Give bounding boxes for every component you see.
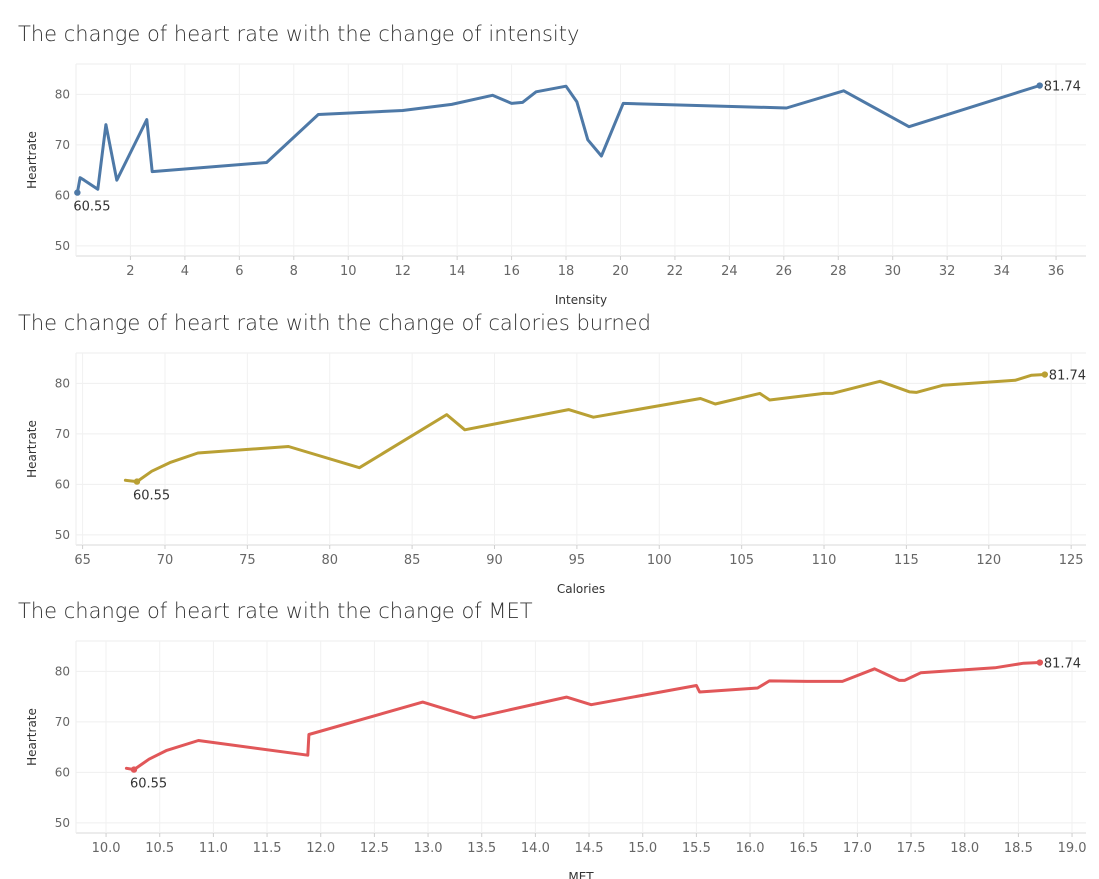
annotation-point [1041,371,1049,378]
x-tick-label: 14.0 [521,841,550,856]
x-tick-label: 14 [449,264,466,279]
x-tick-label: 12 [394,264,411,279]
x-tick-label: 120 [976,553,1001,568]
x-tick-label: 17.0 [843,841,872,856]
x-tick-label: 11.5 [253,841,282,856]
chart-intensity: The change of heart rate with the change… [0,22,1099,307]
y-tick-label: 80 [55,376,70,390]
y-tick-label: 70 [55,138,70,152]
x-tick-label: 100 [647,553,672,568]
x-tick-label: 16.5 [789,841,818,856]
y-tick-label: 50 [55,816,70,830]
x-tick-label: 18.5 [1004,841,1033,856]
series-line [75,84,1042,195]
x-tick-label: 105 [729,553,754,568]
y-tick-label: 50 [55,239,70,253]
chart-title: The change of heart rate with the change… [18,22,580,46]
y-tick-label: 50 [55,528,70,542]
chart-met: The change of heart rate with the change… [0,599,1099,879]
chart-calories: The change of heart rate with the change… [0,311,1099,596]
x-tick-label: 12.5 [360,841,389,856]
annotation-label: 81.74 [1044,657,1081,672]
annotation-point [133,478,141,485]
chart-title: The change of heart rate with the change… [18,599,533,623]
x-tick-label: 36 [1048,264,1065,279]
annotation-point [1036,82,1043,89]
x-tick-label: 16 [503,264,520,279]
x-tick-label: 15.0 [628,841,657,856]
annotation-label: 60.55 [130,777,167,792]
x-tick-label: 11.0 [199,841,228,856]
x-tick-label: 2 [126,264,134,279]
x-tick-label: 10.5 [145,841,174,856]
x-tick-label: 13.0 [414,841,443,856]
x-tick-label: 80 [321,553,338,568]
x-tick-label: 110 [812,553,837,568]
x-tick-label: 22 [667,264,684,279]
annotation-point [74,189,81,196]
y-axis-title: Heartrate [25,708,39,766]
x-tick-label: 4 [181,264,189,279]
y-tick-label: 80 [55,87,70,101]
x-axis-title: Intensity [555,293,607,307]
y-tick-label: 80 [55,664,70,678]
x-tick-label: 70 [157,553,174,568]
x-tick-label: 32 [939,264,956,279]
series-line [124,661,1042,772]
y-tick-label: 70 [55,427,70,441]
x-tick-label: 34 [993,264,1010,279]
y-tick-label: 60 [55,765,70,779]
x-tick-label: 30 [884,264,901,279]
x-axis-title: Calories [557,582,605,596]
annotation-label: 81.74 [1044,80,1081,95]
y-tick-label: 60 [55,188,70,202]
x-tick-label: 10 [340,264,357,279]
x-tick-label: 26 [776,264,793,279]
x-tick-label: 13.5 [467,841,496,856]
plot-met: 50 60 70 80 10.0 10.5 11.0 11.5 12.0 12.5 13.0 13.5… [25,640,1087,879]
x-tick-label: 24 [721,264,738,279]
x-tick-label: 18 [558,264,575,279]
x-tick-label: 28 [830,264,847,279]
annotation-point [1036,659,1044,666]
x-tick-label: 20 [612,264,629,279]
x-tick-label: 85 [404,553,421,568]
annotation-label: 60.55 [133,489,170,504]
x-tick-label: 90 [486,553,503,568]
y-tick-label: 60 [55,477,70,491]
x-tick-label: 10.0 [92,841,121,856]
chart-title: The change of heart rate with the change… [18,311,651,335]
x-tick-label: 8 [290,264,298,279]
annotation-label: 81.74 [1049,369,1086,384]
x-tick-label: 125 [1059,553,1084,568]
x-tick-label: 18.0 [950,841,979,856]
x-tick-label: 19.0 [1058,841,1087,856]
x-tick-label: 65 [74,553,91,568]
x-tick-label: 17.5 [897,841,926,856]
plot-calories: 50 60 70 80 65 70 75 80 85 90 95 100 105 110 115 120 125… [25,352,1086,596]
y-tick-label: 70 [55,715,70,729]
x-axis-title: MET [568,870,594,879]
x-tick-label: 12.0 [306,841,335,856]
series-line [123,373,1047,484]
x-tick-label: 15.5 [682,841,711,856]
x-tick-label: 75 [239,553,256,568]
annotation-point [130,766,138,773]
y-axis-title: Heartrate [25,131,39,189]
x-tick-label: 16.0 [736,841,765,856]
x-tick-label: 95 [569,553,586,568]
annotation-label: 60.55 [73,200,110,215]
x-tick-label: 6 [235,264,243,279]
x-tick-label: 115 [894,553,919,568]
y-axis-title: Heartrate [25,420,39,478]
x-tick-label: 14.5 [575,841,604,856]
